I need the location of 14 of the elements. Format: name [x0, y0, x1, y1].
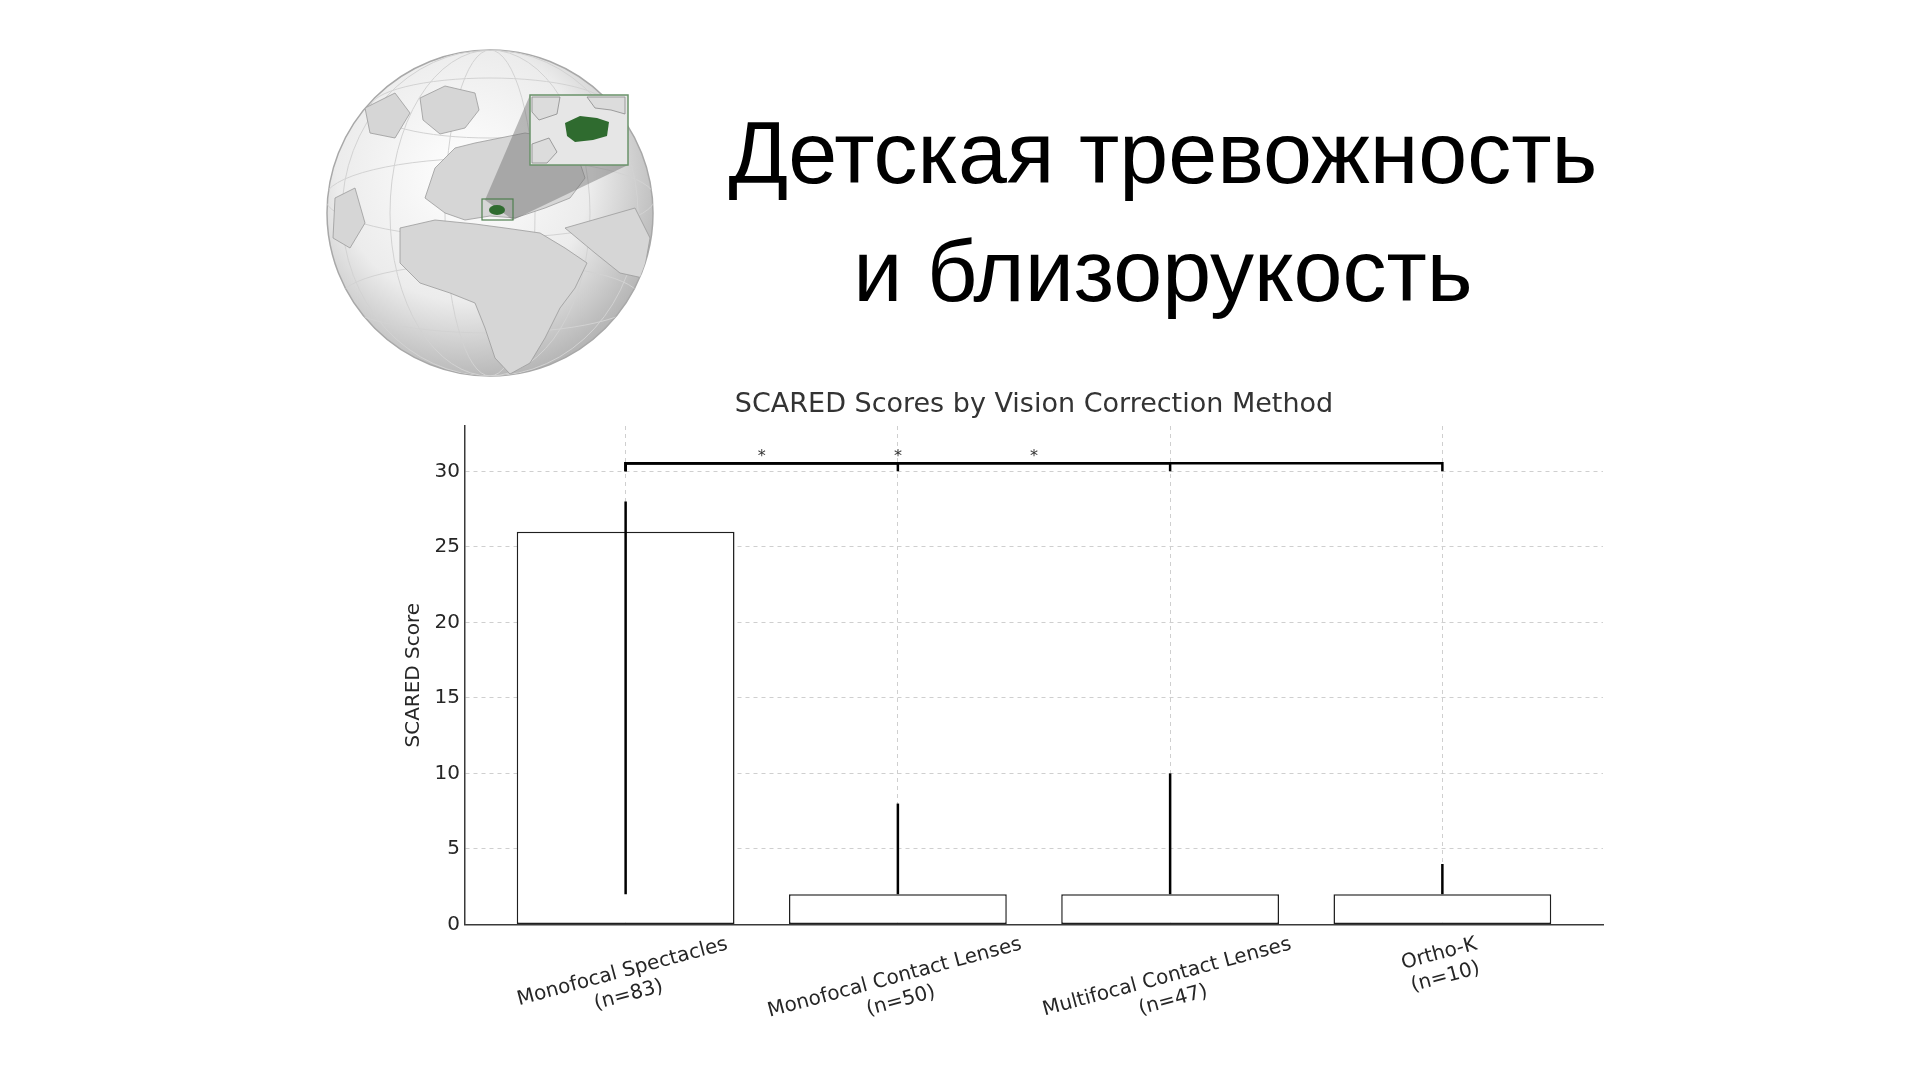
annotation: * [893, 446, 902, 466]
annotation: * [757, 446, 766, 466]
y-tick-label: 0 [447, 910, 460, 935]
annotation: * [1030, 446, 1038, 466]
y-tick-label: 15 [434, 684, 460, 709]
y-axis-title: SCARED Score [400, 602, 425, 748]
chart-subtitle: SCARED Scores by Vision Correction Method [734, 387, 1334, 419]
y-tick-label: 20 [434, 608, 460, 633]
y-tick-label: 25 [434, 533, 460, 558]
y-tick-label: 30 [434, 457, 460, 482]
x-tick-label: Ortho-K (n=10) [1398, 930, 1483, 997]
y-tick-label: 5 [447, 835, 460, 860]
y-tick-label: 10 [434, 759, 460, 784]
chart-title: Детская тревожность и близорукость [727, 102, 1599, 322]
